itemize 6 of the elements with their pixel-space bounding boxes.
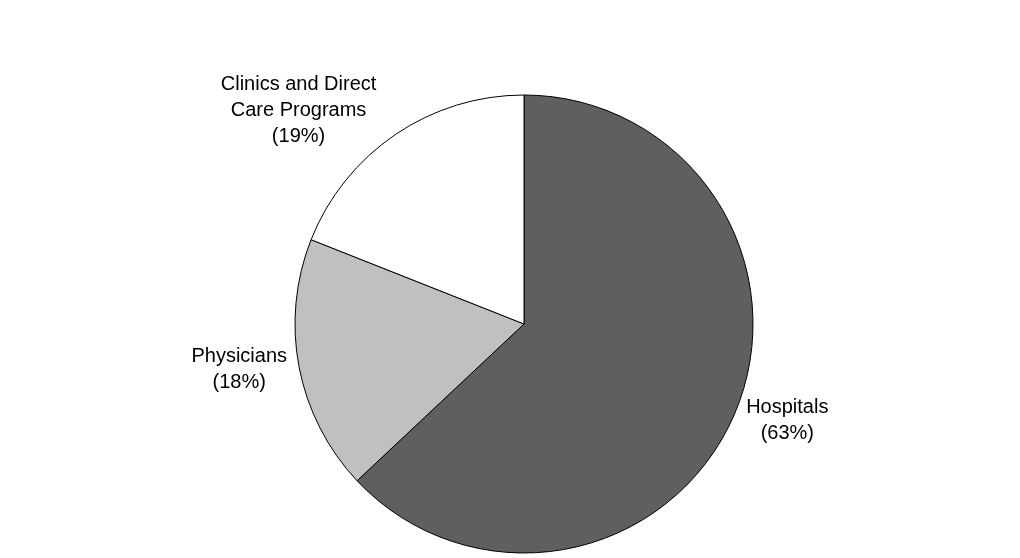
slice-label: Hospitals	[746, 394, 829, 417]
data-label: (18%)	[212, 369, 266, 392]
slice-label: Clinics and Direct Care Programs	[220, 72, 377, 121]
slice-label: Physicians	[191, 343, 288, 366]
data-label: (19%)	[271, 124, 326, 147]
data-label: (63%)	[760, 420, 814, 443]
